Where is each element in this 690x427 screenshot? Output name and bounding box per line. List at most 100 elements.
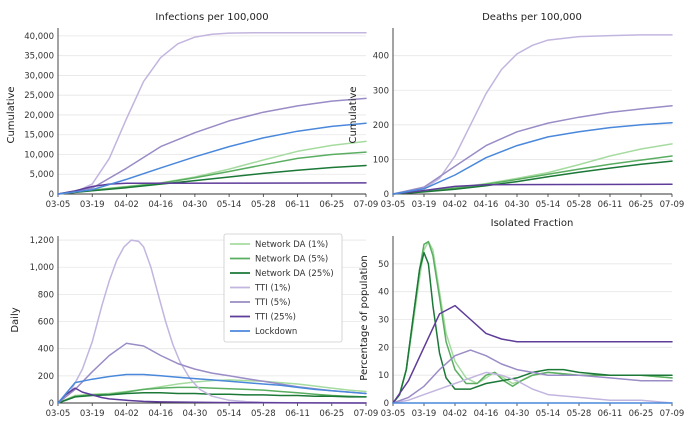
infections-x-tick-label: 03-19 — [80, 200, 105, 210]
daily-ylabel: Daily — [10, 307, 21, 332]
isolated-series-line-tti-1 — [392, 371, 673, 404]
daily-series-line-tti-25 — [57, 387, 367, 404]
daily-y-tick-label: 400 — [38, 345, 54, 355]
deaths-x-ticks: 03-05 03-19 04-02 04-16 04-30 05-14 05-28 06-11… — [381, 200, 685, 210]
isolated-y-tick-label: 40 — [378, 288, 389, 298]
isolated-x-tick-label: 03-19 — [412, 409, 437, 419]
infections-y-tick-label: 30,000 — [24, 71, 54, 81]
infections-y-tick-label: 20,000 — [24, 111, 54, 121]
daily-y-ticks: 0 200 400 600 800 1,000 1,200 — [30, 236, 54, 409]
isolated-series — [392, 240, 673, 404]
infections-series-line-tti-25 — [57, 182, 367, 195]
daily-series-line-network-da-25 — [57, 392, 367, 404]
isolated-y-tick-label: 10 — [378, 371, 389, 381]
daily-series — [57, 239, 367, 404]
infections-y-tick-label: 10,000 — [24, 150, 54, 160]
legend-label-tti-25: TTI (25%) — [254, 313, 296, 323]
isolated-ylabel: Percentage of population — [359, 255, 370, 380]
daily-x-tick-label: 04-02 — [114, 409, 139, 419]
deaths-y-tick-label: 200 — [373, 121, 389, 131]
isolated-x-tick-label: 04-16 — [474, 409, 499, 419]
deaths-x-tick-label: 05-14 — [536, 200, 561, 210]
isolated-x-tick-label: 05-28 — [567, 409, 592, 419]
daily-y-tick-label: 800 — [38, 290, 54, 300]
deaths-chart: Deaths per 100,000 Cumulative 0 100 200 300… — [348, 12, 684, 210]
legend-label-network-da-1: Network DA (1%) — [255, 240, 328, 250]
legend-label-lockdown: Lockdown — [255, 327, 297, 337]
isolated-fraction-chart: Isolated Fraction Percentage of populati… — [359, 218, 684, 419]
legend-label-network-da-25: Network DA (25%) — [255, 269, 334, 279]
deaths-series-line-tti-1 — [392, 34, 673, 195]
deaths-y-tick-label: 100 — [373, 155, 389, 165]
isolated-grid — [393, 263, 672, 404]
daily-y-tick-label: 1,200 — [30, 236, 54, 246]
infections-y-tick-label: 5,000 — [30, 170, 54, 180]
deaths-x-tick-label: 06-11 — [598, 200, 623, 210]
infections-y-ticks: 0 5,000 10,000 15,000 20,000 25,000 30,000 35,0… — [24, 32, 54, 200]
infections-x-tick-label: 05-14 — [217, 200, 242, 210]
deaths-series-line-network-da-25 — [392, 160, 673, 195]
deaths-title: Deaths per 100,000 — [482, 12, 582, 23]
infections-x-tick-label: 07-09 — [354, 200, 379, 210]
infections-y-tick-label: 15,000 — [24, 131, 54, 141]
daily-series-line-network-da-1 — [57, 379, 367, 404]
deaths-y-tick-label: 300 — [373, 86, 389, 96]
isolated-title: Isolated Fraction — [491, 218, 574, 229]
daily-chart: Daily 0 200 400 600 800 1,000 1,200 03-05 03-19… — [10, 236, 378, 419]
legend-label-tti-1: TTI (1%) — [254, 284, 291, 294]
daily-x-tick-label: 03-19 — [80, 409, 105, 419]
infections-x-tick-label: 04-30 — [183, 200, 208, 210]
infections-series — [57, 31, 367, 195]
infections-y-tick-label: 40,000 — [24, 32, 54, 42]
isolated-y-tick-label: 20 — [378, 343, 389, 353]
deaths-x-tick-label: 03-19 — [412, 200, 437, 210]
daily-x-tick-label: 06-11 — [285, 409, 310, 419]
infections-chart: Infections per 100,000 Cumulative 0 5,000… — [6, 12, 378, 210]
infections-ylabel: Cumulative — [6, 86, 17, 143]
isolated-x-tick-label: 06-11 — [598, 409, 623, 419]
deaths-x-tick-label: 05-28 — [567, 200, 592, 210]
deaths-series-line-lockdown — [392, 122, 673, 195]
isolated-y-ticks: 0 10 20 30 40 50 — [378, 260, 389, 409]
infections-x-tick-label: 06-25 — [319, 200, 344, 210]
daily-x-tick-label: 05-28 — [251, 409, 276, 419]
legend-box — [223, 233, 343, 343]
deaths-y-tick-label: 0 — [384, 190, 389, 200]
daily-y-tick-label: 1,000 — [30, 263, 54, 273]
deaths-y-ticks: 0 100 200 300 400 — [373, 52, 389, 200]
daily-x-tick-label: 07-09 — [354, 409, 379, 419]
isolated-x-tick-label: 06-25 — [629, 409, 654, 419]
deaths-y-tick-label: 400 — [373, 52, 389, 62]
deaths-grid — [393, 55, 672, 195]
infections-series-line-tti-1 — [57, 31, 367, 195]
deaths-ylabel: Cumulative — [348, 86, 359, 143]
infections-y-tick-label: 35,000 — [24, 52, 54, 62]
daily-x-tick-label: 03-05 — [46, 409, 71, 419]
daily-x-tick-label: 06-25 — [319, 409, 344, 419]
legend: Network DA (1%) Network DA (5%) Network DA… — [223, 233, 343, 343]
isolated-y-tick-label: 0 — [384, 399, 389, 409]
infections-title: Infections per 100,000 — [155, 12, 268, 23]
daily-x-ticks: 03-05 03-19 04-02 04-16 04-30 05-14 05-28 06-11… — [46, 409, 379, 419]
isolated-series-line-tti-25 — [392, 304, 673, 404]
deaths-x-tick-label: 04-16 — [474, 200, 499, 210]
daily-x-tick-label: 04-30 — [183, 409, 208, 419]
isolated-x-ticks: 03-05 03-19 04-02 04-16 04-30 05-14 05-28 06-11… — [381, 409, 685, 419]
isolated-series-line-network-da-25 — [392, 251, 673, 404]
legend-label-tti-5: TTI (5%) — [254, 298, 291, 308]
daily-x-tick-label: 05-14 — [217, 409, 242, 419]
isolated-x-tick-label: 04-02 — [443, 409, 468, 419]
daily-x-tick-label: 04-16 — [148, 409, 173, 419]
infections-series-line-tti-5 — [57, 97, 367, 195]
isolated-x-tick-label: 04-30 — [505, 409, 530, 419]
infections-x-tick-label: 03-05 — [46, 200, 71, 210]
deaths-axes — [392, 28, 673, 197]
isolated-x-tick-label: 05-14 — [536, 409, 561, 419]
deaths-series-line-network-da-1 — [392, 143, 673, 195]
deaths-x-tick-label: 03-05 — [381, 200, 406, 210]
infections-y-tick-label: 25,000 — [24, 91, 54, 101]
deaths-x-tick-label: 04-30 — [505, 200, 530, 210]
infections-x-tick-label: 05-28 — [251, 200, 276, 210]
infections-series-line-lockdown — [57, 122, 367, 195]
